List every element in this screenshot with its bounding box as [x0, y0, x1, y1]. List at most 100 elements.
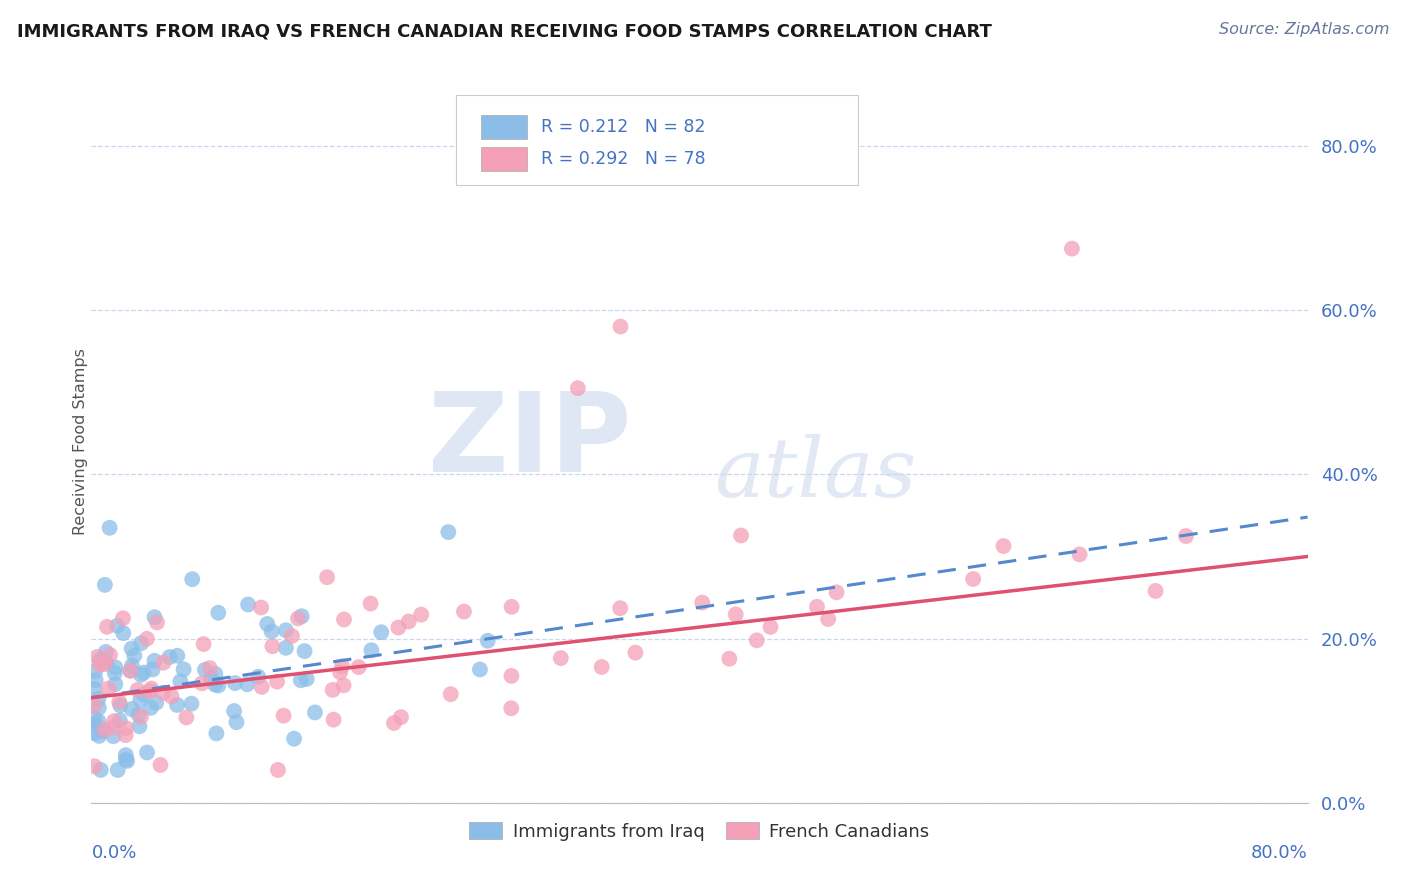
- Point: [87, 714, 110, 729]
- Point: [142, 662, 165, 676]
- Point: [330, 659, 353, 673]
- Point: [111, 611, 134, 625]
- Y-axis label: Receiving Food Stamps: Receiving Food Stamps: [73, 348, 87, 535]
- Point: [146, 615, 169, 630]
- Point: [256, 617, 278, 632]
- Point: [825, 585, 848, 599]
- Point: [290, 673, 312, 688]
- Point: [159, 650, 181, 665]
- Point: [690, 596, 713, 610]
- Point: [194, 663, 217, 677]
- Point: [136, 746, 159, 760]
- Point: [139, 684, 162, 698]
- Point: [333, 612, 356, 626]
- Point: [108, 713, 131, 727]
- Point: [104, 677, 127, 691]
- Point: [104, 665, 127, 680]
- Point: [236, 598, 259, 612]
- Point: [200, 672, 222, 686]
- Bar: [481, 115, 527, 139]
- Point: [198, 661, 221, 675]
- Point: [176, 710, 198, 724]
- Point: [1174, 529, 1197, 543]
- Point: [295, 672, 318, 686]
- Point: [141, 681, 163, 696]
- Point: [83, 717, 105, 731]
- Point: [115, 754, 138, 768]
- Point: [347, 660, 370, 674]
- Point: [250, 600, 273, 615]
- Point: [745, 633, 768, 648]
- Point: [87, 691, 110, 706]
- Point: [453, 605, 475, 619]
- Point: [132, 688, 155, 702]
- Point: [121, 641, 143, 656]
- Point: [87, 729, 110, 743]
- Point: [93, 657, 115, 672]
- Point: [121, 658, 143, 673]
- Point: [124, 648, 146, 663]
- Point: [294, 644, 316, 658]
- Point: [180, 697, 202, 711]
- Point: [382, 716, 405, 731]
- Point: [281, 629, 304, 643]
- Point: [166, 698, 188, 712]
- Point: [609, 319, 631, 334]
- Point: [191, 676, 214, 690]
- Point: [262, 639, 284, 653]
- Point: [143, 654, 166, 668]
- Point: [274, 624, 297, 638]
- Point: [84, 665, 107, 679]
- Point: [129, 709, 152, 723]
- Text: Source: ZipAtlas.com: Source: ZipAtlas.com: [1219, 22, 1389, 37]
- Point: [169, 674, 191, 689]
- Point: [624, 646, 647, 660]
- Point: [204, 666, 226, 681]
- Point: [89, 657, 111, 672]
- Point: [360, 597, 382, 611]
- Point: [98, 648, 121, 662]
- Point: [267, 763, 290, 777]
- Point: [114, 748, 136, 763]
- Point: [501, 599, 523, 614]
- Point: [273, 708, 295, 723]
- Point: [96, 656, 118, 670]
- Point: [387, 621, 409, 635]
- Point: [132, 665, 155, 680]
- Point: [127, 682, 149, 697]
- Point: [225, 715, 247, 730]
- Point: [398, 615, 420, 629]
- Point: [224, 676, 246, 690]
- Point: [145, 696, 167, 710]
- Point: [250, 680, 273, 694]
- Point: [718, 651, 741, 665]
- Point: [108, 698, 131, 713]
- Point: [129, 693, 152, 707]
- Text: R = 0.212   N = 82: R = 0.212 N = 82: [541, 119, 706, 136]
- Text: R = 0.292   N = 78: R = 0.292 N = 78: [541, 150, 706, 168]
- Text: 80.0%: 80.0%: [1251, 845, 1308, 863]
- Point: [440, 687, 463, 701]
- Point: [817, 612, 839, 626]
- Point: [90, 763, 112, 777]
- Legend: Immigrants from Iraq, French Canadians: Immigrants from Iraq, French Canadians: [463, 815, 936, 848]
- Point: [152, 656, 174, 670]
- Point: [139, 700, 162, 714]
- Point: [332, 678, 354, 692]
- Point: [360, 643, 382, 657]
- Point: [304, 706, 326, 720]
- Point: [160, 690, 183, 704]
- Point: [83, 712, 105, 726]
- Point: [83, 698, 105, 713]
- Point: [173, 662, 195, 676]
- Point: [389, 710, 412, 724]
- Point: [94, 645, 117, 659]
- Point: [1144, 583, 1167, 598]
- Point: [730, 528, 752, 542]
- Point: [322, 713, 344, 727]
- Point: [236, 677, 259, 691]
- Point: [993, 539, 1015, 553]
- Point: [806, 599, 828, 614]
- Text: 0.0%: 0.0%: [91, 845, 136, 863]
- Point: [591, 660, 613, 674]
